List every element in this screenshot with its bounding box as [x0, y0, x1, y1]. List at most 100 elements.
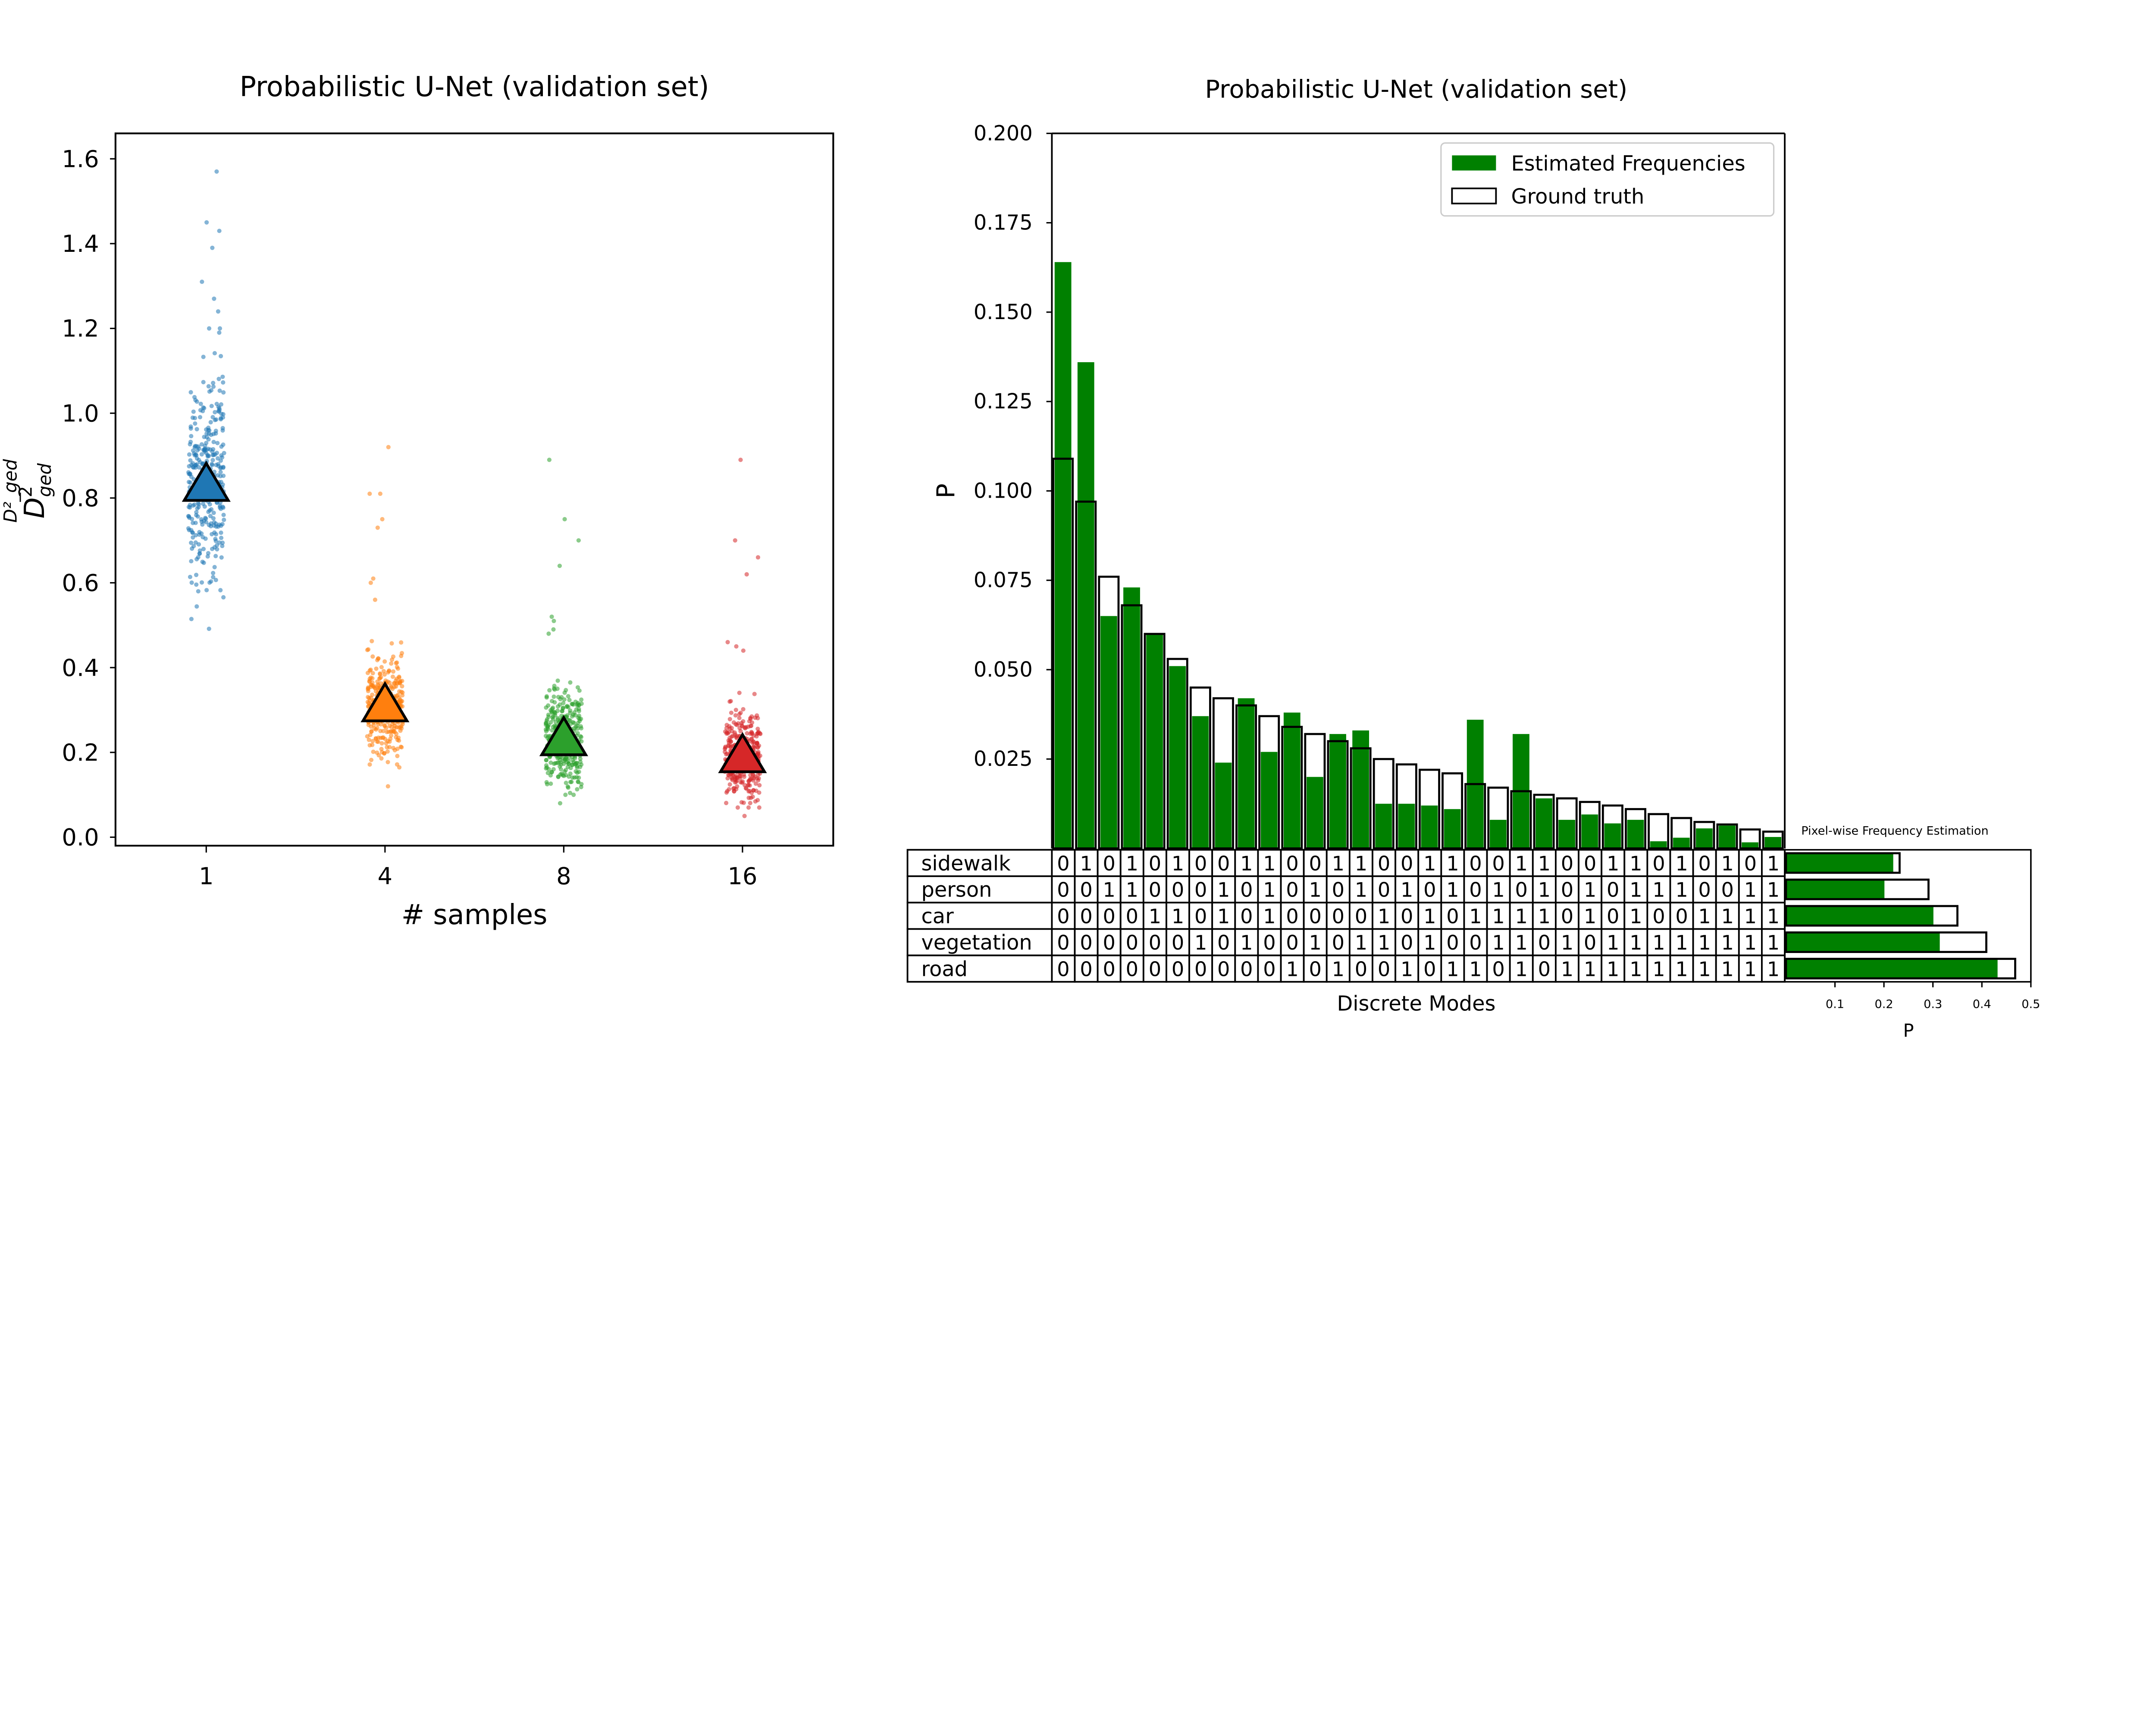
- scatter-point: [365, 648, 370, 652]
- table-mode-cell: [1280, 954, 1305, 983]
- table-mode-value: 0: [1469, 931, 1482, 954]
- pixelwise-estimated-bar: [1786, 959, 1998, 978]
- table-mode-value: 0: [1080, 878, 1092, 902]
- scatter-point: [222, 517, 226, 522]
- estimated-frequency-bar: [1719, 825, 1736, 849]
- scatter-point: [389, 733, 394, 738]
- scatter-point: [558, 801, 563, 806]
- ground-truth-bar: [1579, 801, 1601, 850]
- scatter-point: [371, 576, 376, 581]
- ground-truth-bar: [1510, 790, 1532, 850]
- table-mode-value: 0: [1332, 878, 1344, 902]
- scatter-point: [376, 735, 381, 740]
- scatter-point: [192, 395, 197, 400]
- table-mode-value: 1: [1446, 852, 1459, 875]
- scatter-point: [387, 745, 392, 749]
- scatter-point: [204, 520, 209, 525]
- scatter-point: [205, 454, 210, 459]
- scatter-point: [738, 780, 743, 785]
- scatter-title: Probabilistic U-Net (validation set): [240, 71, 709, 103]
- scatter-point: [392, 681, 396, 686]
- table-mode-value: 0: [1401, 931, 1413, 954]
- ground-truth-bar: [1716, 823, 1738, 850]
- bar-y-ticks: 0.025 0.050 0.075 0.100 0.125 0.150 0.175 0.200: [974, 122, 1052, 771]
- scatter-point: [744, 572, 749, 577]
- scatter-point: [392, 730, 397, 734]
- scatter-point: [214, 401, 219, 406]
- y-tick-label: 0.2: [62, 739, 99, 766]
- scatter-point: [194, 573, 199, 577]
- scatter-point: [560, 709, 564, 714]
- scatter-point: [371, 749, 376, 754]
- table-mode-value: 0: [1057, 878, 1069, 902]
- scatter-point: [206, 384, 211, 389]
- scatter-point: [221, 505, 226, 510]
- table-mode-cell: [1715, 928, 1740, 956]
- table-mode-value: 1: [1652, 931, 1665, 954]
- scatter-point: [572, 775, 577, 780]
- ground-truth-bar: [1395, 763, 1417, 850]
- x-tick-label: 8: [556, 862, 571, 890]
- scatter-point: [750, 720, 755, 725]
- estimated-frequency-bar: [1650, 841, 1667, 849]
- svg-text:D2ged: D2ged: [15, 463, 55, 519]
- scatter-point: [221, 380, 226, 385]
- scatter-point: [191, 409, 196, 414]
- scatter-point: [562, 517, 567, 522]
- table-mode-value: 0: [1469, 878, 1482, 902]
- table-mode-value: 0: [1194, 878, 1207, 902]
- table-mode-cell: [1119, 928, 1144, 956]
- table-mode-value: 1: [1080, 852, 1092, 875]
- scatter-point: [369, 758, 374, 762]
- table-mode-cell: [1188, 849, 1213, 877]
- scatter-point: [215, 456, 220, 461]
- scatter-point: [379, 756, 384, 761]
- legend-swatch-ground-truth: [1451, 187, 1497, 204]
- estimated-frequency-bar: [1352, 730, 1369, 849]
- table-mode-value: 0: [1080, 931, 1092, 954]
- scatter-point: [724, 790, 729, 795]
- scatter-point: [387, 724, 392, 728]
- scatter-point: [216, 464, 221, 468]
- scatter-point: [731, 786, 736, 791]
- pixelwise-ground-truth-bar: [1785, 905, 1959, 927]
- ground-truth-bar: [1281, 726, 1303, 850]
- scatter-point: [208, 514, 213, 518]
- scatter-point: [735, 805, 740, 810]
- scatter-point: [387, 669, 392, 674]
- scatter-point: [380, 517, 385, 522]
- mode-bar-chart: Probabilistic U-Net (validation set) 0.0…: [906, 75, 1786, 1016]
- ground-truth-bar: [1762, 831, 1784, 850]
- scatter-point: [186, 514, 191, 518]
- scatter-point: [546, 715, 551, 719]
- scatter-point: [196, 501, 201, 505]
- table-class-cell: [906, 875, 1053, 904]
- scatter-point: [579, 739, 584, 744]
- x-tick-label: 0.5: [2021, 997, 2040, 1011]
- scatter-point: [550, 728, 555, 733]
- table-mode-value: 1: [1744, 931, 1757, 954]
- scatter-point: [576, 701, 580, 705]
- scatter-point: [201, 380, 206, 385]
- scatter-point: [566, 762, 571, 766]
- table-mode-cell: [1646, 875, 1671, 904]
- scatter-point: [207, 326, 212, 331]
- scatter-point: [194, 533, 198, 538]
- table-mode-cell: [1211, 849, 1236, 877]
- table-mode-value: 0: [1698, 852, 1711, 875]
- scatter-point: [729, 710, 734, 715]
- scatter-point: [568, 680, 573, 685]
- estimated-frequency-bar: [1398, 803, 1415, 849]
- scatter-point: [192, 416, 197, 420]
- scatter-point: [561, 701, 566, 705]
- table-mode-value: 1: [1401, 878, 1413, 902]
- y-tick-label: 0.025: [974, 747, 1033, 771]
- scatter-point: [385, 760, 390, 765]
- scatter-point: [212, 351, 217, 356]
- scatter-point: [741, 707, 746, 712]
- estimated-frequency-bar: [1077, 362, 1094, 849]
- ground-truth-bar: [1693, 821, 1715, 850]
- x-tick-label: 16: [727, 862, 757, 890]
- scatter-point: [738, 710, 743, 715]
- ground-truth-bar: [1121, 604, 1143, 850]
